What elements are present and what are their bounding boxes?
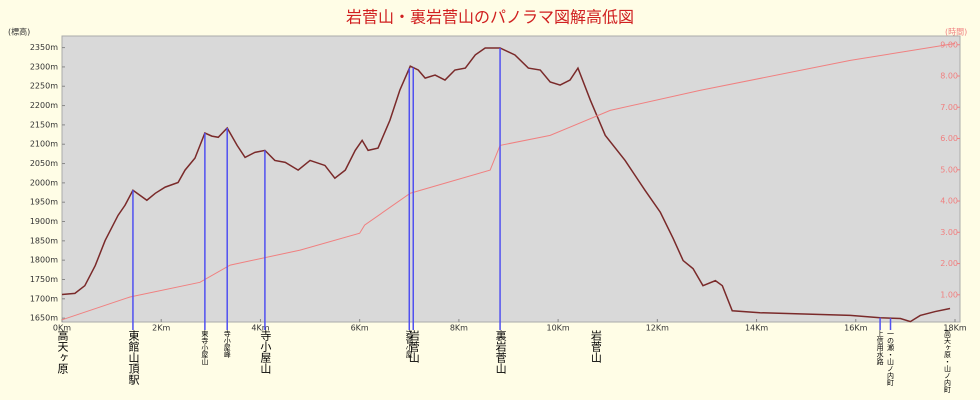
y2-tick-label: 4.00	[940, 197, 958, 206]
y-tick-label: 2050m	[30, 159, 58, 168]
x-tick-label: 2Km	[152, 324, 170, 333]
y2-tick-label: 6.00	[940, 134, 958, 143]
time-line	[61, 43, 956, 321]
y-tick-label: 1750m	[30, 275, 58, 284]
marker-label: 高天ヶ原・山ノ内町	[943, 330, 952, 393]
y-tick-label: 1950m	[30, 198, 58, 207]
marker-label: 岩菅小屋	[405, 330, 414, 358]
x-tick-label: 18Km	[943, 324, 966, 333]
y-tick-label: 2150m	[30, 120, 58, 129]
y2-tick-label: 1.00	[940, 290, 958, 299]
marker-label: 高天ヶ原	[56, 330, 69, 374]
y-tick-label: 1900m	[30, 217, 58, 226]
y-tick-label: 2100m	[30, 140, 58, 149]
marker-label: 上信用水路	[876, 330, 885, 365]
x-tick-label: 4Km	[251, 324, 269, 333]
marker-label: 岩菅山	[589, 330, 603, 363]
y-tick-label: 2350m	[30, 43, 58, 52]
y-tick-label: 1850m	[30, 236, 58, 245]
y-tick-label: 2300m	[30, 62, 58, 71]
x-tick-label: 10Km	[547, 324, 570, 333]
x-tick-label: 0Km	[53, 324, 71, 333]
y2-axis-label: (時間)	[945, 28, 967, 37]
y-tick-label: 2200m	[30, 101, 58, 110]
y-axis-label: (標高)	[8, 27, 30, 37]
y-tick-label: 2250m	[30, 82, 58, 91]
y-tick-label: 1700m	[30, 294, 58, 303]
elevation-line	[61, 47, 951, 323]
marker-label: 裏岩菅山	[494, 330, 508, 374]
x-tick-label: 16Km	[844, 324, 867, 333]
marker-label: 一の瀬・山ノ内町	[886, 330, 895, 386]
x-tick-label: 14Km	[745, 324, 768, 333]
marker-label: 東寺小屋山	[200, 330, 209, 365]
plot-area	[61, 35, 961, 323]
y-tick-label: 1650m	[30, 314, 58, 323]
marker-label: 岩菅山	[407, 330, 421, 363]
marker-label: 寺小屋峰	[223, 330, 232, 358]
chart-title: 岩菅山・裏岩菅山のパノラマ図解高低図	[346, 8, 634, 27]
y2-tick-label: 2.00	[940, 259, 958, 268]
y-tick-label: 2000m	[30, 178, 58, 187]
y2-tick-label: 5.00	[940, 165, 958, 174]
y2-tick-label: 8.00	[940, 72, 958, 81]
y2-tick-label: 3.00	[940, 228, 958, 237]
y-tick-label: 1800m	[30, 256, 58, 265]
x-tick-label: 6Km	[351, 324, 369, 333]
x-tick-label: 8Km	[450, 324, 468, 333]
y2-tick-label: 7.00	[940, 103, 958, 112]
marker-label: 東館山頂駅	[126, 330, 140, 385]
x-tick-label: 12Km	[646, 324, 669, 333]
marker-label: 寺小屋山	[258, 330, 272, 374]
